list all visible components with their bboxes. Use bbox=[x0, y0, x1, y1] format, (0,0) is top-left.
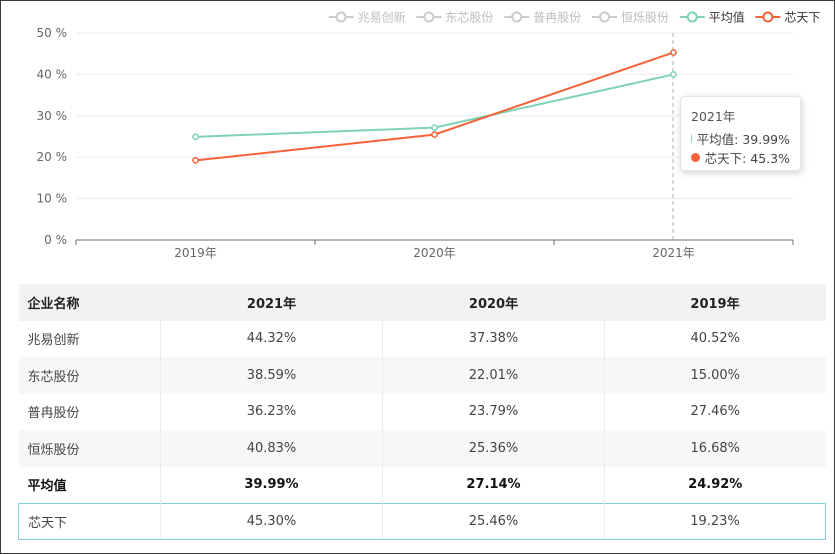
cell-company: 兆易创新 bbox=[18, 320, 161, 357]
cell-value: 23.79% bbox=[382, 393, 605, 430]
legend-label: 兆易创新 bbox=[358, 10, 406, 25]
line-chart: 0 % 10 % 20 % 30 % 40 % 50 % 2019年 2020年 2021年 … bbox=[37, 10, 821, 261]
legend-label: 芯天下 bbox=[784, 11, 820, 25]
cell-value: 36.23% bbox=[160, 393, 383, 430]
cell-value: 37.38% bbox=[382, 320, 605, 357]
tooltip-label-xintianxia: 芯天下: 45.3% bbox=[704, 151, 790, 166]
cell-value: 40.83% bbox=[160, 430, 383, 467]
cell-value: 19.23% bbox=[604, 502, 826, 540]
table-row-highlighted: 芯天下 45.30% 25.46% 19.23% bbox=[18, 502, 826, 540]
y-tick-label: 40 % bbox=[37, 67, 68, 81]
data-point[interactable] bbox=[192, 133, 199, 141]
tooltip-row-average: 平均值: 39.99% bbox=[691, 129, 790, 148]
y-tick-label: 50 % bbox=[37, 26, 68, 40]
tooltip-title: 2021年 bbox=[691, 109, 736, 124]
y-tick-label: 20 % bbox=[37, 150, 68, 164]
data-point[interactable] bbox=[431, 131, 438, 138]
cell-company: 芯天下 bbox=[18, 502, 161, 540]
tooltip-dot-average bbox=[691, 134, 692, 143]
cell-value: 24.92% bbox=[604, 466, 826, 503]
cell-value: 25.46% bbox=[382, 502, 605, 540]
cell-value: 27.14% bbox=[382, 466, 605, 503]
x-tick-label: 2021年 bbox=[652, 246, 695, 260]
cell-value: 22.01% bbox=[382, 357, 605, 394]
legend-item[interactable]: 恒烁股份 bbox=[592, 11, 669, 25]
legend-item[interactable]: 普冉股份 bbox=[504, 11, 581, 25]
cell-value: 45.30% bbox=[160, 502, 383, 540]
tooltip-row-xintianxia: 芯天下: 45.3% bbox=[691, 148, 790, 167]
header-2019: 2019年 bbox=[604, 284, 826, 321]
y-tick-label: 0 % bbox=[44, 233, 67, 247]
cell-value: 16.68% bbox=[690, 440, 741, 456]
legend-marker-icon bbox=[423, 11, 435, 23]
tooltip-dot-xintianxia bbox=[691, 153, 700, 162]
cell-company: 东芯股份 bbox=[18, 357, 161, 394]
table-row: 兆易创新 44.32% 37.38% 40.52% bbox=[18, 320, 826, 357]
legend-marker-icon bbox=[599, 11, 610, 23]
x-axis: 2019年 2020年 2021年 bbox=[75, 239, 794, 260]
cell-value: 40.52% bbox=[690, 331, 741, 347]
table-row: 东芯股份 38.59% 22.01% 15.00% bbox=[18, 357, 826, 394]
legend-item[interactable]: 芯天下 bbox=[755, 11, 820, 25]
series-line bbox=[195, 51, 674, 162]
legend[interactable]: 兆易创新 东芯股份 普冉股份 恒烁股份 平均值 芯天下 bbox=[328, 10, 821, 25]
y-tick-label: 10 % bbox=[37, 192, 68, 206]
x-tick-label: 2019年 bbox=[174, 246, 217, 260]
y-axis: 0 % 10 % 20 % 30 % 40 % 50 % bbox=[37, 26, 68, 247]
legend-label: 东芯股份 bbox=[445, 11, 493, 25]
table-row: 普冉股份 36.23% 23.79% 27.46% bbox=[18, 393, 826, 430]
data-point[interactable] bbox=[192, 157, 199, 164]
y-tick-label: 30 % bbox=[37, 109, 68, 123]
cell-value: 27.46% bbox=[690, 404, 741, 420]
legend-marker-icon bbox=[762, 11, 774, 23]
header-company: 企业名称 bbox=[18, 284, 161, 321]
legend-marker-icon bbox=[511, 11, 523, 23]
cell-company: 平均值 bbox=[18, 466, 161, 503]
legend-item[interactable]: 兆易创新 bbox=[328, 10, 406, 25]
series-lines bbox=[192, 49, 677, 164]
table-row-average: 平均值 39.99% 27.14% 24.92% bbox=[18, 466, 826, 503]
table-row: 恒烁股份 40.83% 25.36% 16.68% bbox=[18, 430, 826, 467]
data-point[interactable] bbox=[431, 124, 438, 131]
legend-label: 恒烁股份 bbox=[621, 11, 669, 25]
data-table: 企业名称 2021年 2020年 2019年 兆易创新 44.32% 37.38… bbox=[18, 284, 826, 540]
cell-value: 39.99% bbox=[160, 466, 383, 503]
header-2021: 2021年 bbox=[160, 284, 383, 321]
tooltip-label-average: 平均值: 39.99% bbox=[696, 132, 790, 147]
legend-item[interactable]: 东芯股份 bbox=[416, 11, 493, 25]
x-tick-label: 2020年 bbox=[413, 246, 456, 260]
legend-label: 平均值 bbox=[709, 10, 745, 25]
cell-value: 38.59% bbox=[160, 357, 383, 394]
data-point[interactable] bbox=[670, 71, 677, 78]
cell-value: 15.00% bbox=[690, 367, 741, 383]
legend-item[interactable]: 平均值 bbox=[679, 10, 745, 25]
legend-label: 普冉股份 bbox=[533, 11, 581, 25]
cell-company: 恒烁股份 bbox=[18, 430, 161, 467]
cell-company: 普冉股份 bbox=[18, 393, 161, 430]
cell-value: 44.32% bbox=[160, 320, 383, 357]
header-2020: 2020年 bbox=[382, 284, 605, 321]
table-header-row: 企业名称 2021年 2020年 2019年 bbox=[18, 284, 826, 321]
legend-marker-icon bbox=[686, 11, 698, 23]
legend-marker-icon bbox=[335, 11, 347, 23]
chart-tooltip: 2021年 平均值: 39.99% 芯天下: 45.3% bbox=[680, 96, 801, 171]
cell-value: 25.36% bbox=[382, 430, 605, 467]
data-point[interactable] bbox=[670, 49, 677, 56]
